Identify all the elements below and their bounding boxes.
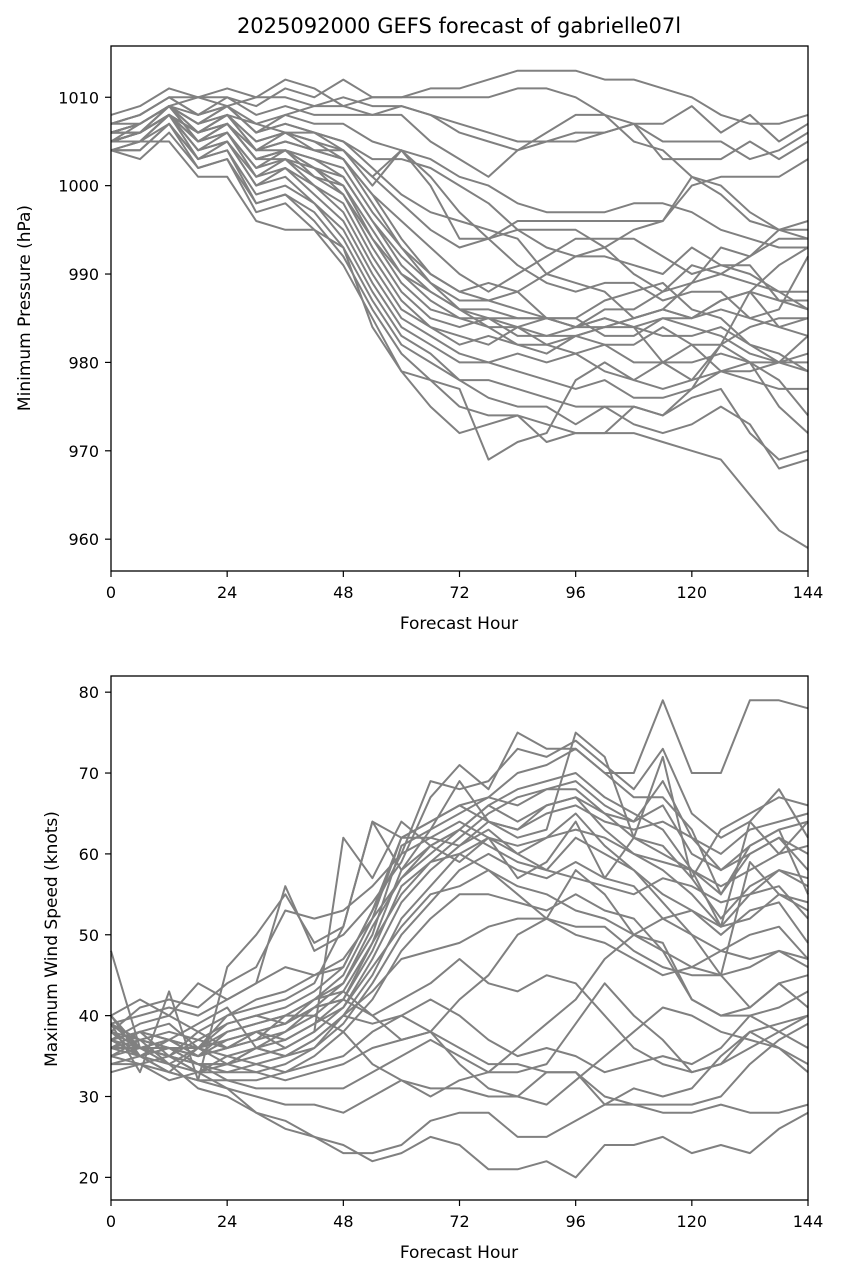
pressure-series-line — [110, 113, 808, 390]
pressure-series-line — [110, 96, 809, 161]
wind-series-line — [110, 780, 809, 1041]
wind-x-axis-label: Forecast Hour — [400, 1243, 518, 1263]
pressure-series-line — [111, 122, 809, 470]
pressure-series-line — [110, 113, 809, 373]
pressure-y-tick-label: 980 — [68, 353, 99, 372]
pressure-series-line — [111, 113, 809, 434]
wind-series-line — [110, 1014, 809, 1114]
pressure-x-tick-label: 96 — [565, 583, 585, 602]
pressure-y-tick-label: 1000 — [58, 177, 99, 196]
wind-series-line — [110, 1006, 809, 1106]
wind-chart: 0 24 48 72 96 120 144 20 30 40 50 60 70 80 Forecast H… — [42, 675, 824, 1263]
wind-x-tick-label: 72 — [449, 1212, 469, 1231]
pressure-series-line — [110, 131, 808, 443]
wind-y-tick-label: 60 — [79, 845, 99, 864]
wind-y-tick-label: 20 — [79, 1168, 99, 1187]
wind-y-tick-label: 30 — [79, 1087, 99, 1106]
pressure-y-tick-label: 960 — [68, 530, 99, 549]
pressure-x-tick-label: 144 — [793, 583, 824, 602]
pressure-series-line — [110, 69, 809, 125]
wind-series-line — [110, 869, 809, 1049]
wind-plot-frame — [110, 675, 809, 1201]
pressure-y-tick-label: 990 — [68, 265, 99, 284]
wind-tick-group: 0 24 48 72 96 120 144 20 30 40 50 60 70 80 — [79, 683, 824, 1231]
wind-y-tick-label: 80 — [79, 683, 99, 702]
pressure-series-line — [111, 113, 809, 390]
pressure-plot-frame — [110, 45, 809, 572]
wind-series-line — [110, 804, 809, 1058]
pressure-chart: 0 24 48 72 96 120 144 960 970 980 990 1000 1010 Fore… — [15, 45, 823, 634]
wind-y-axis-label: Maximum Wind Speed (knots) — [42, 811, 62, 1067]
pressure-x-tick-label: 24 — [217, 583, 237, 602]
pressure-y-axis-label: Minimum Pressure (hPa) — [15, 205, 35, 411]
pressure-series-line — [110, 96, 809, 249]
pressure-tick-group: 0 24 48 72 96 120 144 960 970 980 990 1000 1010 — [58, 88, 823, 602]
wind-series-group — [110, 699, 809, 1179]
pressure-x-tick-label: 0 — [106, 583, 116, 602]
wind-series-line — [110, 699, 809, 1017]
pressure-series-line — [110, 105, 809, 293]
pressure-x-tick-label: 72 — [449, 583, 469, 602]
wind-series-line — [111, 958, 809, 1082]
pressure-y-tick-label: 970 — [68, 442, 99, 461]
wind-x-tick-label: 96 — [565, 1212, 585, 1231]
wind-series-line — [110, 739, 809, 1033]
wind-series-line — [110, 1014, 809, 1155]
wind-y-tick-label: 40 — [79, 1007, 99, 1026]
pressure-x-axis-label: Forecast Hour — [400, 614, 518, 634]
pressure-y-tick-label: 1010 — [58, 88, 99, 107]
wind-series-line — [111, 780, 809, 1058]
wind-series-line — [110, 820, 809, 1074]
pressure-series-line — [110, 105, 808, 329]
wind-x-tick-label: 120 — [677, 1212, 708, 1231]
wind-x-tick-label: 48 — [333, 1212, 353, 1231]
pressure-x-tick-label: 120 — [677, 583, 708, 602]
wind-series-line — [110, 990, 809, 1074]
chart-title: 2025092000 GEFS forecast of gabrielle07l — [237, 14, 681, 38]
pressure-series-line — [111, 140, 809, 461]
pressure-series-group — [110, 69, 809, 549]
wind-y-tick-label: 70 — [79, 764, 99, 783]
wind-x-tick-label: 24 — [217, 1212, 237, 1231]
wind-series-line — [110, 731, 809, 1082]
wind-x-tick-label: 0 — [106, 1212, 116, 1231]
pressure-x-tick-label: 48 — [333, 583, 353, 602]
wind-series-line — [110, 893, 809, 1082]
pressure-series-line — [110, 105, 809, 258]
wind-y-tick-label: 50 — [79, 926, 99, 945]
wind-x-tick-label: 144 — [793, 1212, 824, 1231]
pressure-series-line — [111, 105, 808, 249]
pressure-series-line — [111, 105, 809, 320]
